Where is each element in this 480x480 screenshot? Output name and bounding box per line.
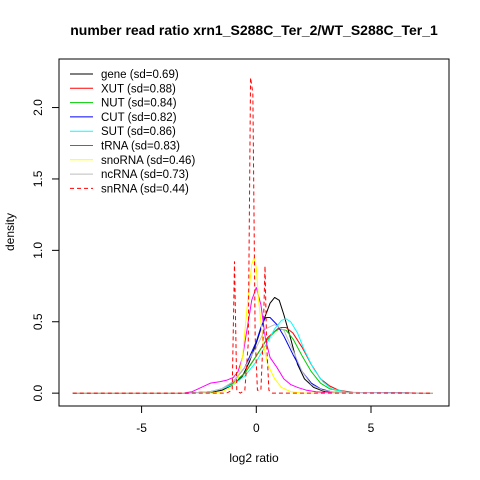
series-line-7 bbox=[72, 324, 433, 394]
legend-label-2: NUT (sd=0.84) bbox=[101, 98, 177, 110]
series-layer bbox=[72, 77, 433, 394]
series-line-8 bbox=[72, 77, 433, 394]
x-axis: -5 0 5 bbox=[136, 405, 375, 435]
legend: gene (sd=0.69) XUT (sd=0.88) NUT (sd=0.84)… bbox=[70, 69, 195, 195]
x-tick-label: -5 bbox=[136, 421, 147, 435]
y-axis-label: density bbox=[3, 213, 17, 251]
x-tick-label: 5 bbox=[368, 421, 375, 435]
y-tick-label: 2.0 bbox=[31, 99, 45, 116]
y-tick-label: 1.0 bbox=[31, 242, 45, 259]
legend-label-4: SUT (sd=0.86) bbox=[101, 126, 176, 138]
legend-label-3: CUT (sd=0.82) bbox=[101, 112, 177, 124]
legend-label-1: XUT (sd=0.88) bbox=[101, 83, 176, 95]
legend-label-7: ncRNA (sd=0.73) bbox=[101, 169, 189, 181]
legend-label-8: snRNA (sd=0.44) bbox=[101, 183, 189, 195]
legend-label-5: tRNA (sd=0.83) bbox=[101, 141, 180, 153]
series-line-5 bbox=[72, 286, 433, 394]
x-axis-label: log2 ratio bbox=[229, 451, 279, 465]
legend-label-0: gene (sd=0.69) bbox=[101, 69, 179, 81]
series-line-0 bbox=[72, 296, 433, 394]
y-tick-label: 0.0 bbox=[31, 384, 45, 401]
y-tick-label: 1.5 bbox=[31, 170, 45, 187]
y-tick-label: 0.5 bbox=[31, 313, 45, 330]
chart-title: number read ratio xrn1_S288C_Ter_2/WT_S2… bbox=[70, 22, 438, 38]
legend-label-6: snoRNA (sd=0.46) bbox=[101, 155, 195, 167]
x-tick-label: 0 bbox=[253, 421, 260, 435]
y-axis: 0.0 0.5 1.0 1.5 2.0 bbox=[31, 99, 60, 401]
series-line-6 bbox=[72, 256, 433, 394]
